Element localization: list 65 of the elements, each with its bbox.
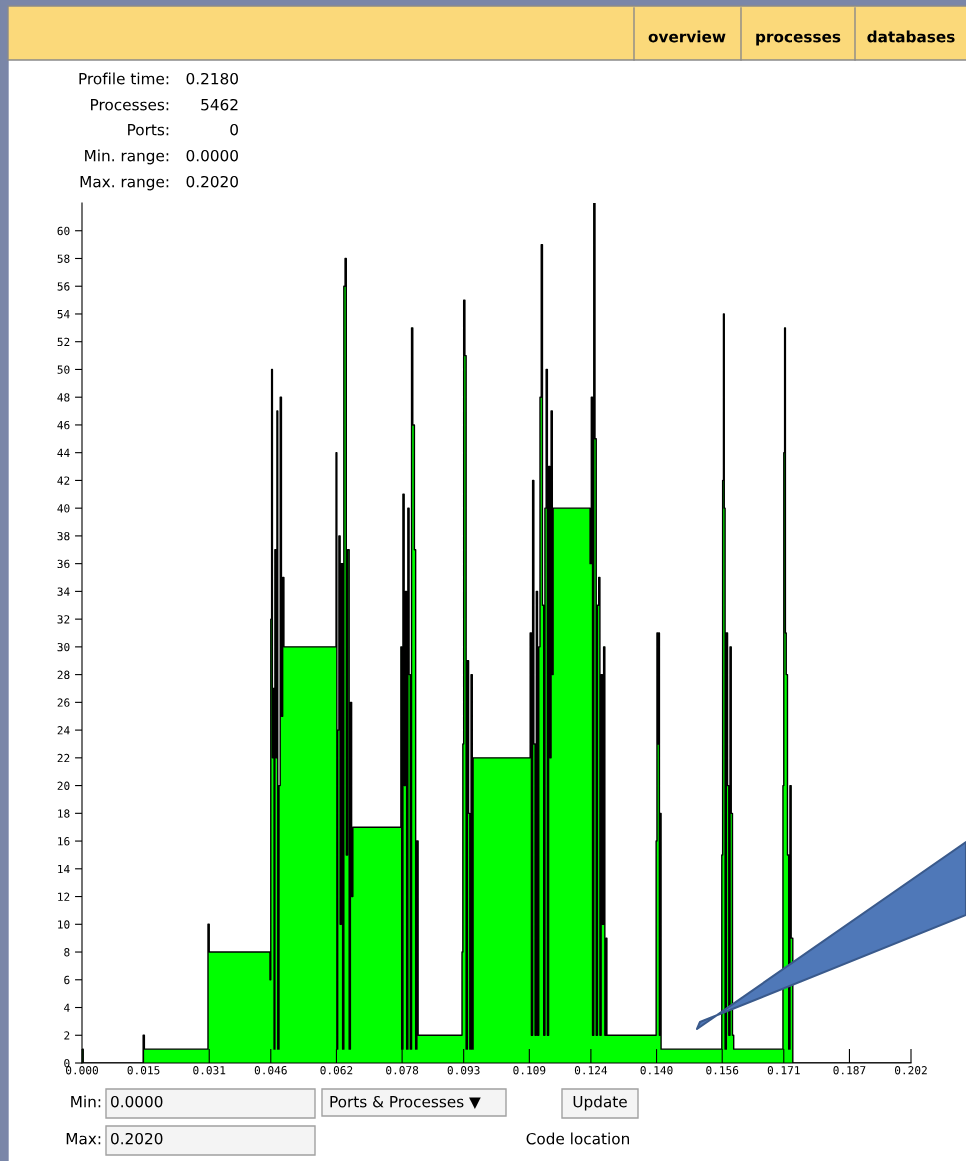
text: Profile time:: [79, 72, 169, 85]
text: Min:: [71, 1095, 101, 1108]
y-tick-label: 14: [58, 864, 70, 874]
y-tick-label: 32: [57, 615, 70, 624]
y-tick-label: 28: [57, 670, 70, 680]
y-tick-label: 20: [57, 781, 70, 790]
text: 0.2020: [186, 175, 238, 188]
y-tick-label: 38: [57, 531, 70, 541]
y-tick-label: 60: [57, 226, 70, 236]
text: 0.0000: [186, 149, 238, 162]
x-tick-label: 0.093: [447, 1066, 480, 1075]
text: 0.2180: [186, 72, 238, 85]
text: databases: [867, 30, 955, 43]
x-tick-label: 0.031: [193, 1066, 226, 1075]
y-tick-label: 6: [64, 975, 70, 985]
text: 0.0000: [111, 1095, 163, 1108]
y-tick-label: 44: [57, 448, 70, 457]
y-tick-label: 0: [64, 1059, 70, 1068]
y-tick-label: 52: [57, 337, 70, 347]
y-tick-label: 40: [57, 504, 70, 513]
text: overview: [648, 30, 726, 43]
y-tick-label: 4: [64, 1003, 70, 1012]
y-tick-label: 50: [57, 365, 70, 374]
y-tick-label: 42: [57, 476, 70, 485]
x-tick-label: 0.046: [254, 1066, 287, 1075]
text: Ports & Processes ▼: [330, 1095, 481, 1110]
x-tick-label: 0.140: [640, 1066, 673, 1075]
y-tick-label: 46: [57, 420, 70, 430]
text: Processes:: [91, 99, 169, 111]
x-tick-label: 0.015: [127, 1066, 160, 1075]
y-tick-label: 26: [57, 698, 70, 707]
y-tick-label: 10: [58, 920, 70, 929]
text: 0: [230, 123, 238, 136]
x-tick-label: 0.062: [320, 1066, 353, 1075]
x-tick-label: 0.187: [833, 1066, 866, 1075]
text: Update: [573, 1095, 627, 1111]
text: processes: [756, 33, 841, 46]
y-tick-label: 36: [57, 559, 70, 569]
y-tick-label: 58: [57, 254, 70, 263]
y-tick-label: 8: [64, 948, 70, 957]
y-tick-label: 54: [57, 310, 70, 319]
x-tick-label: 0.109: [513, 1066, 546, 1075]
y-tick-label: 22: [57, 753, 70, 763]
x-tick-label: 0.156: [706, 1066, 739, 1075]
y-tick-label: 2: [64, 1031, 70, 1040]
y-tick-label: 48: [57, 393, 70, 402]
y-tick-label: 56: [57, 282, 70, 291]
text: Max:: [66, 1133, 101, 1145]
text: 5462: [201, 98, 238, 111]
y-tick-label: 12: [58, 892, 70, 901]
text: Code location: [526, 1132, 629, 1145]
x-tick-label: 0.202: [895, 1066, 927, 1075]
text: Ports:: [128, 124, 169, 136]
text: 0.2020: [111, 1132, 163, 1145]
y-tick-label: 18: [58, 809, 70, 818]
x-tick-label: 0.124: [574, 1066, 608, 1075]
y-tick-label: 30: [57, 642, 70, 652]
y-tick-label: 24: [57, 726, 70, 735]
text: Max. range:: [80, 176, 169, 191]
x-tick-label: 0.171: [767, 1066, 800, 1075]
y-tick-label: 34: [57, 587, 70, 596]
text: Min. range:: [85, 149, 169, 165]
x-tick-label: 0.078: [386, 1066, 419, 1075]
x-tick-label: 0.000: [66, 1066, 98, 1075]
y-tick-label: 16: [58, 837, 70, 846]
